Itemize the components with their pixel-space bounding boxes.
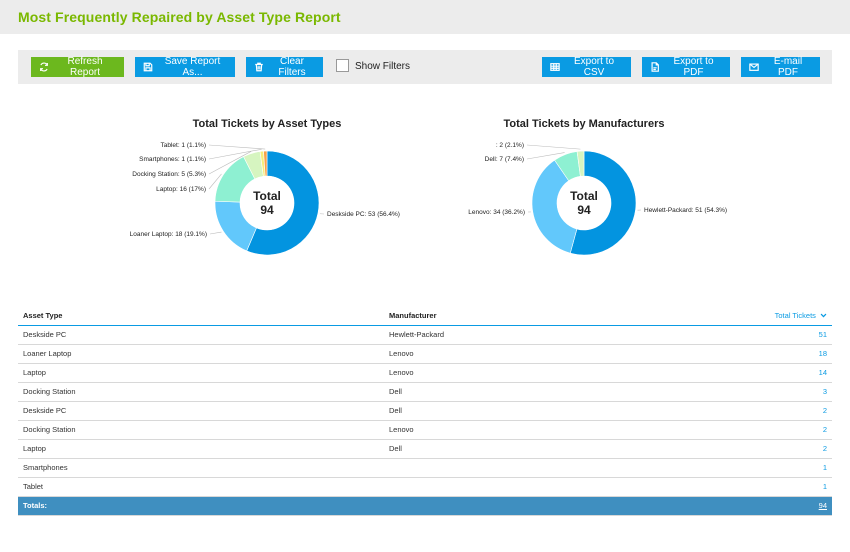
cell-manufacturer: Dell	[384, 382, 754, 402]
export-csv-button[interactable]: Export to CSV	[542, 56, 631, 78]
toolbar: Refresh Report Save Report As... Clear F…	[18, 50, 832, 84]
cell-asset-type: Laptop	[18, 439, 384, 459]
slice-leader-line	[526, 152, 565, 160]
cell-total-tickets[interactable]: 2	[754, 420, 832, 440]
pdf-file-icon	[651, 62, 659, 72]
donut-charts: Deskside PC: 53 (56.4%) Loaner Laptop: 18…	[130, 142, 727, 256]
table-row: Smartphones 1	[18, 458, 832, 478]
manufacturers-chart-title: Total Tickets by Manufacturers	[503, 118, 665, 130]
slice-leader-line	[208, 148, 262, 160]
refresh-report-label: Refresh Report	[67, 56, 103, 78]
donut-center-total: 94	[260, 203, 274, 217]
slice-label: Docking Station: 5 (5.3%)	[132, 171, 206, 178]
table-row: Deskside PC Dell 2	[18, 401, 832, 421]
cell-manufacturer	[384, 477, 754, 497]
cell-total-tickets[interactable]: 14	[754, 363, 832, 383]
email-pdf-button[interactable]: E-mail PDF	[741, 56, 820, 78]
cell-manufacturer: Dell	[384, 439, 754, 459]
report-header: Most Frequently Repaired by Asset Type R…	[0, 0, 850, 34]
slice-leader-line	[208, 144, 266, 150]
cell-asset-type: Laptop	[18, 363, 384, 383]
cell-total-tickets[interactable]: 1	[754, 458, 832, 478]
clear-filters-label: Clear Filters	[278, 56, 306, 78]
trash-icon	[255, 62, 263, 72]
slice-label: Smartphones: 1 (1.1%)	[139, 156, 206, 163]
show-filters-label: Show Filters	[355, 61, 411, 72]
slice-label: Laptop: 16 (17%)	[156, 186, 206, 193]
table-row: Docking Station Dell 3	[18, 382, 832, 402]
chevron-down-icon	[820, 313, 827, 318]
cell-total-tickets[interactable]: 51	[754, 325, 832, 345]
cell-asset-type: Deskside PC	[18, 401, 384, 421]
save-icon	[143, 62, 153, 72]
table-row: Laptop Lenovo 14	[18, 363, 832, 383]
slice-leader-line	[209, 231, 222, 235]
export-csv-label: Export to CSV	[573, 56, 615, 78]
cell-asset-type: Docking Station	[18, 382, 384, 402]
slice-leader-line	[208, 151, 252, 175]
cell-asset-type: Smartphones	[18, 458, 384, 478]
donut-center-label: Total	[570, 189, 598, 203]
refresh-icon	[40, 62, 48, 72]
cell-total-tickets[interactable]: 2	[754, 401, 832, 421]
slice-label: Dell: 7 (7.4%)	[485, 156, 524, 163]
slice-label: Lenovo: 34 (36.2%)	[468, 209, 525, 216]
donut-center-label: Total	[253, 189, 281, 203]
table-header-row: Asset Type Manufacturer Total Tickets	[18, 306, 832, 326]
asset-types-chart-title: Total Tickets by Asset Types	[192, 118, 342, 130]
cell-asset-type: Tablet	[18, 477, 384, 497]
cell-total-tickets[interactable]: 2	[754, 439, 832, 459]
totals-value[interactable]: 94	[754, 496, 832, 516]
export-pdf-label: Export to PDF	[673, 56, 714, 78]
cell-manufacturer: Hewlett-Packard	[384, 325, 754, 345]
save-report-as-label: Save Report As...	[164, 56, 221, 78]
slice-label: : 2 (2.1%)	[496, 142, 524, 149]
header-asset-type[interactable]: Asset Type	[18, 306, 384, 326]
table-row: Loaner Laptop Lenovo 18	[18, 344, 832, 364]
totals-row: Totals: 94	[18, 496, 832, 516]
slice-label: Deskside PC: 53 (56.4%)	[327, 211, 400, 218]
show-filters-checkbox[interactable]	[336, 59, 349, 72]
table-body: Deskside PC Hewlett-Packard 51 Loaner Lapto…	[18, 325, 832, 516]
cell-total-tickets[interactable]: 3	[754, 382, 832, 402]
cell-manufacturer: Lenovo	[384, 344, 754, 364]
email-pdf-label: E-mail PDF	[773, 56, 803, 78]
table-icon	[550, 63, 560, 71]
donut-hole	[240, 176, 294, 230]
export-pdf-button[interactable]: Export to PDF	[642, 56, 730, 78]
cell-manufacturer: Dell	[384, 401, 754, 421]
cell-manufacturer	[384, 458, 754, 478]
slice-label: Tablet: 1 (1.1%)	[160, 142, 206, 149]
clear-filters-button[interactable]: Clear Filters	[246, 56, 323, 78]
totals-label: Totals:	[18, 496, 384, 516]
cell-manufacturer: Lenovo	[384, 363, 754, 383]
table-row: Laptop Dell 2	[18, 439, 832, 459]
slice-leader-line	[526, 144, 581, 150]
table-row: Tablet 1	[18, 477, 832, 497]
save-report-as-button[interactable]: Save Report As...	[135, 56, 235, 78]
header-manufacturer[interactable]: Manufacturer	[384, 306, 754, 326]
page-title: Most Frequently Repaired by Asset Type R…	[18, 9, 341, 25]
report-table: Asset Type Manufacturer Total Tickets De…	[18, 306, 832, 516]
donut-center-total: 94	[577, 203, 591, 217]
donut-hole	[557, 176, 611, 230]
header-total-tickets[interactable]: Total Tickets	[754, 306, 832, 326]
envelope-icon	[749, 63, 759, 71]
totals-empty-cell	[384, 496, 754, 516]
cell-total-tickets[interactable]: 1	[754, 477, 832, 497]
slice-label: Loaner Laptop: 18 (19.1%)	[130, 231, 207, 238]
table-row: Deskside PC Hewlett-Packard 51	[18, 325, 832, 345]
refresh-report-button[interactable]: Refresh Report	[31, 56, 124, 78]
slice-leader-line	[208, 173, 222, 190]
cell-manufacturer: Lenovo	[384, 420, 754, 440]
cell-asset-type: Loaner Laptop	[18, 344, 384, 364]
cell-asset-type: Docking Station	[18, 420, 384, 440]
table-row: Docking Station Lenovo 2	[18, 420, 832, 440]
cell-asset-type: Deskside PC	[18, 325, 384, 345]
header-total-tickets-label: Total Tickets	[774, 310, 816, 320]
cell-total-tickets[interactable]: 18	[754, 344, 832, 364]
slice-label: Hewlett-Packard: 51 (54.3%)	[644, 207, 727, 214]
